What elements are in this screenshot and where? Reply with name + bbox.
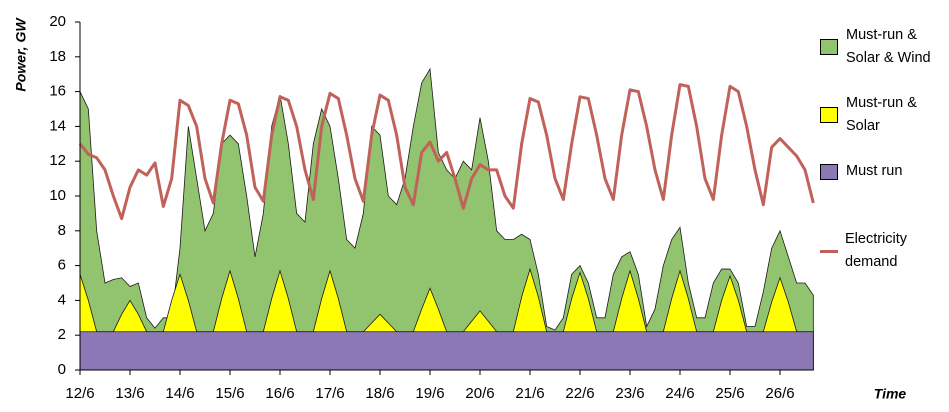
x-tick-label: 22/6 [565, 385, 594, 402]
x-tick-label: 12/6 [65, 385, 94, 402]
x-tick-label: 13/6 [115, 385, 144, 402]
legend-item: Must-run & Solar & Wind [820, 24, 946, 70]
legend-swatch [820, 107, 838, 123]
y-tick-label: 6 [58, 257, 66, 274]
line [78, 83, 815, 221]
y-tick-label: 12 [49, 152, 66, 169]
legend-swatch [820, 39, 838, 55]
x-tick-label: 23/6 [615, 385, 644, 402]
y-tick-label: 4 [58, 291, 66, 308]
legend-item: Electricity demand [820, 228, 946, 274]
area [79, 331, 814, 371]
legend-label: Electricity demand [845, 231, 908, 270]
legend-item: Must run [820, 160, 946, 183]
x-tick-label: 24/6 [665, 385, 694, 402]
y-tick-label: 16 [49, 83, 66, 100]
y-tick-label: 0 [58, 361, 66, 378]
x-tick-label: 19/6 [415, 385, 444, 402]
legend-label: Must-run & Solar & Wind [846, 27, 931, 66]
x-tick-label: 21/6 [515, 385, 544, 402]
x-tick-label: 17/6 [315, 385, 344, 402]
legend-item: Must-run & Solar [820, 92, 946, 138]
x-tick-label: 26/6 [765, 385, 794, 402]
x-tick-label: 15/6 [215, 385, 244, 402]
y-tick-label: 8 [58, 222, 66, 239]
x-tick-label: 25/6 [715, 385, 744, 402]
x-tick-label: 18/6 [365, 385, 394, 402]
y-tick-label: 2 [58, 326, 66, 343]
x-tick-label: 16/6 [265, 385, 294, 402]
legend-label: Must run [846, 163, 903, 179]
y-tick-label: 20 [49, 13, 66, 30]
x-tick-label: 14/6 [165, 385, 194, 402]
legend-swatch [820, 249, 838, 253]
legend-label: Must-run & Solar [846, 95, 917, 134]
y-axis-label: Power, GW [13, 17, 29, 92]
x-axis-label: Time [874, 386, 907, 402]
y-tick-label: 10 [49, 187, 66, 204]
y-tick-label: 18 [49, 48, 66, 65]
y-tick-label: 14 [49, 117, 66, 134]
x-tick-label: 20/6 [465, 385, 494, 402]
legend-swatch [820, 163, 838, 180]
